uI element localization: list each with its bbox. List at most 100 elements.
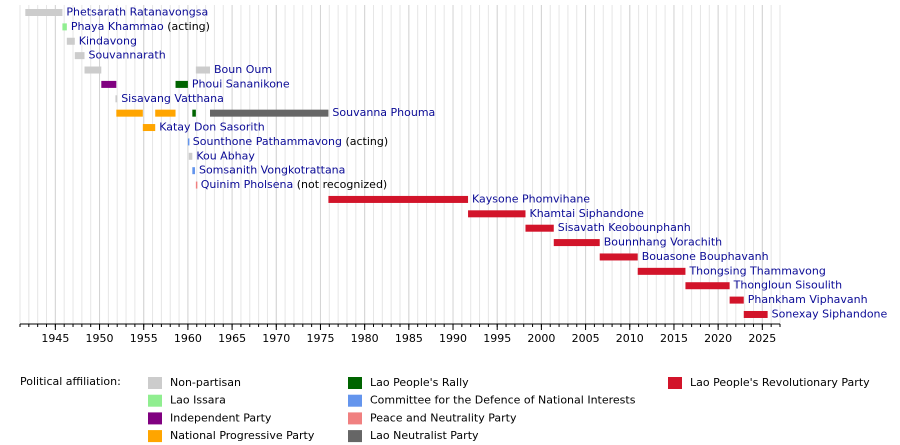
- x-tick-label: 1955: [130, 332, 158, 345]
- term-bar: [192, 109, 196, 117]
- term-bar: [637, 267, 686, 275]
- pm-label: Kaysone Phomvihane: [472, 192, 590, 205]
- pm-label: Khamtai Siphandone: [529, 207, 644, 220]
- legend-label: Independent Party: [170, 411, 272, 424]
- pm-label: Katay Don Sasorith: [159, 121, 265, 134]
- term-bar: [328, 195, 469, 203]
- pm-label: Souvannarath: [89, 49, 166, 62]
- x-tick-label: 1970: [262, 332, 290, 345]
- pm-label: Phoui Sananikone: [192, 77, 290, 90]
- x-tick-label: 1995: [483, 332, 511, 345]
- pm-label: Bouasone Bouphavanh: [642, 250, 769, 263]
- x-tick-label: 2020: [704, 332, 732, 345]
- legend-swatch: [348, 430, 362, 443]
- x-tick-label: 1990: [439, 332, 467, 345]
- legend-label: Non-partisan: [170, 376, 241, 389]
- legend-swatch: [148, 412, 162, 425]
- term-bar: [553, 239, 600, 247]
- pm-name: Bounnhang Vorachith: [604, 236, 722, 249]
- pm-label: Sounthone Pathammavong (acting): [193, 135, 388, 148]
- term-bar: [175, 80, 188, 88]
- legend-label: Lao Issara: [170, 394, 226, 407]
- pm-label: Phaya Khammao (acting): [71, 20, 210, 33]
- pm-name: Sisavath Keobounphanh: [558, 221, 691, 234]
- term-bar: [599, 253, 638, 261]
- pm-label: Souvanna Phouma: [332, 106, 435, 119]
- pm-name: Souvannarath: [89, 49, 166, 62]
- term-bar: [210, 109, 329, 117]
- x-tick-label: 1980: [351, 332, 379, 345]
- legend-swatch: [348, 377, 362, 389]
- pm-name: Phoui Sananikone: [192, 77, 290, 90]
- pm-label: Phetsarath Ratanavongsa: [66, 6, 208, 19]
- legend-swatch: [148, 394, 162, 407]
- term-bar: [115, 95, 118, 103]
- pm-name: Thongsing Thammavong: [688, 264, 825, 277]
- pm-name: Souvanna Phouma: [332, 106, 435, 119]
- legend-label: Committee for the Defence of National In…: [370, 394, 636, 407]
- pm-label: Somsanith Vongkotrattana: [199, 164, 345, 177]
- term-bar: [187, 138, 190, 146]
- x-tick-label: 1960: [174, 332, 202, 345]
- pm-name: Boun Oum: [214, 63, 272, 76]
- pm-name: Sonexay Siphandone: [772, 307, 888, 320]
- x-tick-label: 1965: [218, 332, 246, 345]
- pm-label: Sisavang Vatthana: [121, 92, 224, 105]
- pm-name: Katay Don Sasorith: [159, 121, 265, 134]
- term-bar: [743, 310, 768, 318]
- x-tick-label: 2005: [572, 332, 600, 345]
- legend-label: Lao Neutralist Party: [370, 429, 479, 442]
- pm-note: (acting): [167, 20, 210, 33]
- legend-swatch: [348, 412, 362, 425]
- x-tick-label: 2015: [660, 332, 688, 345]
- term-bar: [101, 80, 117, 88]
- pm-label: Boun Oum: [214, 63, 272, 76]
- x-tick-label: 2000: [527, 332, 555, 345]
- x-tick-label: 2025: [748, 332, 776, 345]
- legend-swatch: [148, 430, 162, 443]
- pm-label: Thongloun Sisoulith: [733, 279, 842, 292]
- pm-name: Somsanith Vongkotrattana: [199, 164, 345, 177]
- term-bar: [25, 9, 63, 16]
- term-bar: [468, 210, 526, 218]
- term-bar: [142, 124, 156, 132]
- term-bar: [188, 152, 193, 160]
- pm-name: Khamtai Siphandone: [529, 207, 644, 220]
- term-bar: [195, 181, 198, 189]
- legend-label: Lao People's Rally: [370, 376, 469, 389]
- pm-name: Phankham Viphavanh: [748, 293, 868, 306]
- pm-note: (not recognized): [297, 178, 387, 191]
- term-bar: [116, 109, 143, 117]
- legend-swatch: [348, 394, 362, 407]
- legend-title: Political affiliation:: [20, 375, 121, 388]
- term-bar: [66, 37, 75, 45]
- pm-label: Thongsing Thammavong: [688, 264, 825, 277]
- x-tick-label: 2010: [616, 332, 644, 345]
- term-bar: [84, 66, 102, 74]
- term-bar: [729, 296, 744, 304]
- legend-label: National Progressive Party: [170, 429, 315, 442]
- term-bar: [525, 224, 554, 232]
- pm-label: Sisavath Keobounphanh: [558, 221, 691, 234]
- x-tick-label: 1985: [395, 332, 423, 345]
- pm-label: Quinim Pholsena (not recognized): [201, 178, 388, 191]
- pm-name: Bouasone Bouphavanh: [642, 250, 769, 263]
- term-bar: [62, 23, 67, 31]
- pm-note: (acting): [345, 135, 388, 148]
- pm-name: Kindavong: [79, 34, 137, 47]
- legend-swatch: [148, 377, 162, 389]
- x-tick-label: 1945: [41, 332, 69, 345]
- term-bar: [155, 109, 176, 117]
- pm-name: Thongloun Sisoulith: [733, 279, 842, 292]
- legend-swatch: [668, 377, 682, 389]
- legend-label: Lao People's Revolutionary Party: [690, 376, 870, 389]
- pm-name: Kaysone Phomvihane: [472, 192, 590, 205]
- pm-name: Sounthone Pathammavong: [193, 135, 342, 148]
- pm-label: Kou Abhay: [196, 149, 255, 162]
- pm-name: Phaya Khammao: [71, 20, 164, 33]
- pm-label: Kindavong: [79, 34, 137, 47]
- term-bar: [195, 66, 210, 74]
- pm-name: Quinim Pholsena: [201, 178, 294, 191]
- term-bar: [685, 282, 730, 290]
